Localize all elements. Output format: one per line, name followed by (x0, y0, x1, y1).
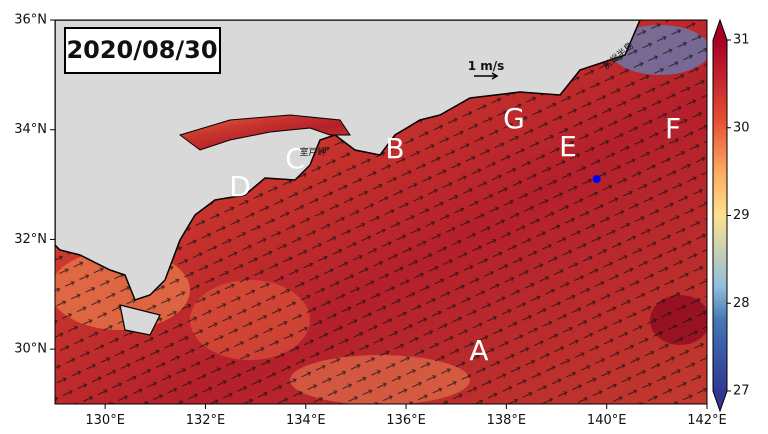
place-label: 室戸岬 (299, 146, 326, 158)
y-tick-label: 34°N (14, 122, 47, 137)
map-area (55, 20, 707, 404)
region-label: D (229, 170, 251, 203)
scale-arrow (474, 72, 499, 80)
island (119, 304, 161, 336)
y-tick-label: 30°N (14, 342, 47, 357)
date-title: 2020/08/30 (66, 36, 217, 64)
region-label: A (469, 334, 488, 367)
colorbar-tick-label: 27 (733, 384, 750, 399)
x-tick-label: 130°E (85, 413, 125, 428)
region-label: C (285, 142, 305, 175)
colorbar-extend-bottom (713, 391, 727, 411)
x-tick-label: 134°E (286, 413, 326, 428)
region-label: F (665, 112, 681, 145)
y-tick-label: 32°N (14, 232, 47, 247)
colorbar-tick-label: 31 (733, 33, 750, 48)
colorbar-tick-label: 28 (733, 296, 750, 311)
x-tick-label: 136°E (386, 413, 426, 428)
region-label: G (503, 102, 525, 135)
date-box (64, 27, 221, 74)
x-tick-label: 140°E (587, 413, 627, 428)
x-tick-label: 132°E (186, 413, 226, 428)
x-tick-label: 142°E (687, 413, 727, 428)
colorbar-extend-top (713, 20, 727, 40)
scale-label: 1 m/s (468, 59, 505, 73)
x-tick-label: 138°E (487, 413, 527, 428)
land (55, 20, 641, 301)
colorbar (713, 40, 727, 391)
colorbar-tick-label: 30 (733, 120, 750, 135)
map-frame (54, 19, 708, 405)
inland-sea (178, 114, 351, 151)
station-marker (592, 175, 601, 184)
y-tick-label: 36°N (14, 13, 47, 28)
region-label: B (385, 132, 404, 165)
region-label: E (559, 130, 577, 163)
colorbar-tick-label: 29 (733, 208, 750, 223)
